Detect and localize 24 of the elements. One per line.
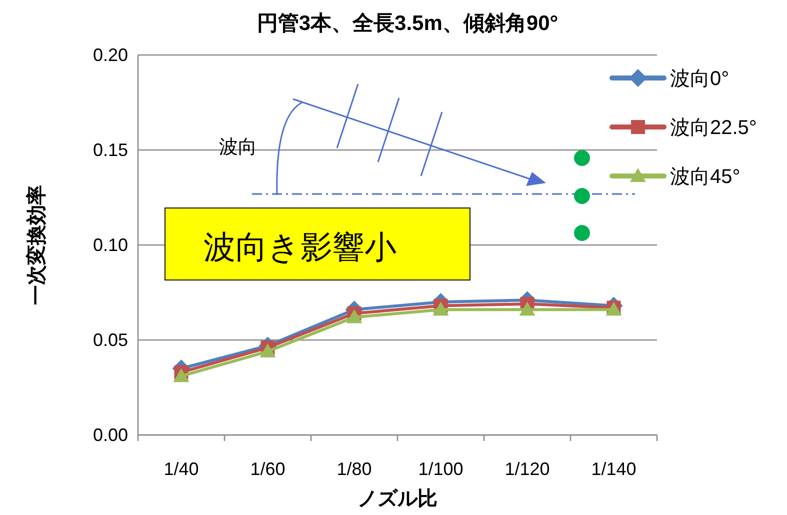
y-tick-label: 0.10 [92, 235, 128, 255]
x-tick-label: 1/100 [418, 459, 464, 479]
y-tick-label: 0.05 [92, 330, 128, 350]
x-tick-label: 1/80 [336, 459, 372, 479]
x-tick-label: 1/40 [164, 459, 199, 479]
point [173, 368, 190, 382]
point [519, 302, 536, 316]
point [260, 343, 276, 358]
y-tick-label: 0.15 [92, 140, 128, 160]
x-axis-title: ノズル比 [358, 488, 438, 510]
chart-title: 円管3本、全長3.5m、傾斜角90° [256, 12, 558, 35]
x-tick-label: 1/60 [250, 459, 286, 479]
y-tick-label: 0.00 [92, 425, 128, 445]
legend-label: 波向22.5° [670, 117, 757, 139]
annotation: 波向き影響小 [204, 229, 396, 265]
legend-label: 波向0° [670, 68, 730, 90]
x-tick-label: 1/140 [591, 459, 636, 479]
y-tick-label: 0.20 [92, 45, 128, 65]
x-tick-label: 1/120 [504, 459, 550, 479]
legend-label: 波向45° [670, 166, 740, 188]
point [432, 302, 449, 316]
point [346, 309, 362, 324]
annotation: 波向 [219, 137, 257, 158]
y-axis-title: 一次変換効率 [25, 185, 48, 305]
